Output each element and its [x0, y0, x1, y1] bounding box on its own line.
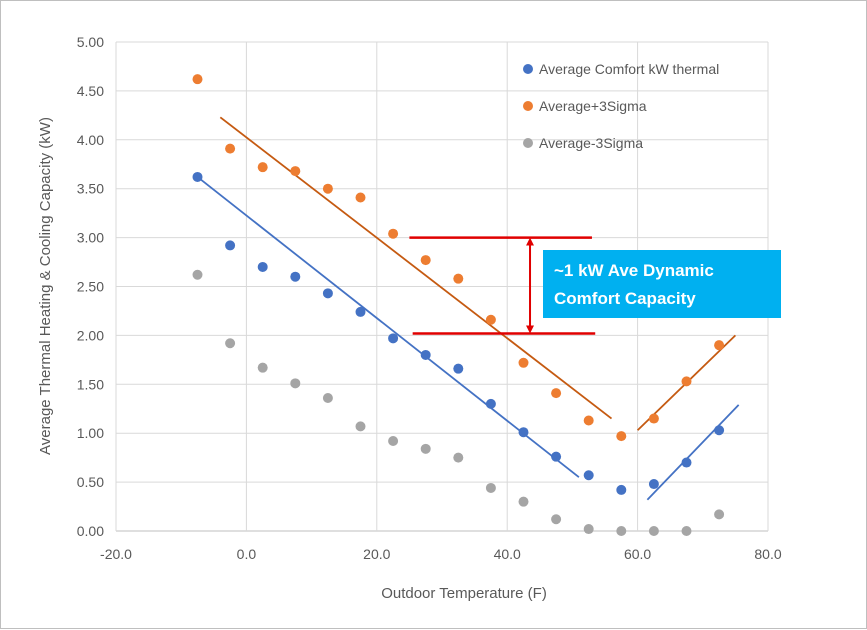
data-point-series-3 [648, 526, 659, 536]
data-point-series-1 [225, 240, 236, 251]
data-point-series-3 [420, 443, 431, 454]
data-point-series-1 [290, 271, 301, 282]
data-point-series-3 [322, 392, 333, 403]
data-point-series-3 [616, 526, 627, 536]
data-point-series-3 [518, 496, 529, 507]
data-point-series-3 [681, 526, 692, 536]
data-point-series-1 [648, 479, 659, 490]
data-point-series-2 [453, 273, 464, 284]
data-point-series-2 [714, 340, 725, 351]
x-tick-label: 80.0 [754, 546, 781, 562]
annotation-line-2: Comfort Capacity [554, 289, 696, 308]
data-point-series-2 [290, 166, 301, 177]
data-point-series-3 [355, 421, 366, 432]
data-point-series-2 [225, 143, 236, 154]
y-tick-label: 3.00 [77, 230, 104, 246]
data-point-series-3 [290, 378, 301, 389]
annotation-lines [409, 236, 596, 335]
data-point-series-1 [485, 398, 496, 409]
data-point-series-2 [420, 255, 431, 266]
legend-label: Average-3Sigma [539, 135, 643, 151]
legend-label: Average Comfort kW thermal [539, 61, 719, 77]
y-tick-label: 4.50 [77, 83, 104, 99]
y-tick-label: 0.50 [77, 474, 104, 490]
data-point-series-3 [225, 338, 236, 349]
trendline [196, 176, 580, 478]
data-point-series-2 [355, 192, 366, 203]
trendline [219, 116, 613, 420]
data-point-series-2 [322, 183, 333, 194]
y-tick-label: 2.00 [77, 327, 104, 343]
y-axis-title: Average Thermal Heating & Cooling Capaci… [37, 117, 54, 455]
y-tick-label: 2.50 [77, 279, 104, 295]
y-tick-label: 1.00 [77, 425, 104, 441]
data-point-series-3 [583, 524, 594, 535]
y-tick-label: 5.00 [77, 34, 104, 50]
data-point-series-1 [583, 470, 594, 481]
trendline [646, 404, 740, 501]
x-tick-label: 40.0 [494, 546, 521, 562]
data-point-series-1 [192, 171, 203, 182]
x-axis-title: Outdoor Temperature (F) [381, 585, 547, 602]
x-tick-label: 20.0 [363, 546, 390, 562]
y-tick-labels: 0.00 0.50 1.00 1.50 2.00 2.50 3.00 3.50 4.00 4.50… [77, 34, 104, 539]
data-point-series-3 [551, 514, 562, 525]
y-tick-label: 0.00 [77, 523, 104, 539]
data-point-series-2 [485, 314, 496, 325]
data-point-series-3 [257, 362, 268, 373]
data-point-series-2 [551, 388, 562, 399]
annotation-box [543, 250, 781, 318]
data-point-series-3 [714, 509, 725, 520]
data-point-series-2 [192, 74, 203, 85]
legend-marker [523, 101, 533, 111]
annotation-line-1: ~1 kW Ave Dynamic [554, 261, 714, 280]
data-point-series-2 [257, 162, 268, 173]
data-point-series-1 [616, 484, 627, 495]
data-point-series-3 [485, 482, 496, 493]
data-point-series-1 [257, 261, 268, 272]
data-point-series-2 [583, 415, 594, 426]
data-point-series-1 [518, 427, 529, 438]
data-point-series-2 [518, 357, 529, 368]
x-tick-label: 0.0 [237, 546, 257, 562]
data-point-series-2 [681, 376, 692, 387]
data-point-series-2 [648, 413, 659, 424]
data-point-series-3 [192, 269, 203, 280]
data-point-series-3 [453, 452, 464, 463]
data-point-series-1 [355, 306, 366, 317]
legend-marker [523, 64, 533, 74]
y-tick-label: 1.50 [77, 376, 104, 392]
data-point-series-1 [453, 363, 464, 374]
data-point-series-1 [681, 457, 692, 468]
data-point-series-1 [388, 333, 399, 344]
y-tick-label: 3.50 [77, 181, 104, 197]
data-point-series-2 [388, 228, 399, 239]
y-tick-label: 4.00 [77, 132, 104, 148]
data-point-series-1 [420, 349, 431, 360]
data-point-series-1 [714, 425, 725, 436]
gridlines [115, 41, 769, 532]
x-tick-label: -20.0 [100, 546, 132, 562]
legend-label: Average+3Sigma [539, 98, 647, 114]
data-point-series-1 [551, 451, 562, 462]
x-tick-label: 60.0 [624, 546, 651, 562]
data-point-series-1 [322, 288, 333, 299]
x-tick-labels: -20.0 0.0 20.0 40.0 60.0 80.0 [100, 546, 782, 562]
data-points [192, 74, 725, 536]
data-point-series-3 [388, 436, 399, 447]
annotation-callout: ~1 kW Ave Dynamic Comfort Capacity [543, 250, 781, 318]
legend: Average Comfort kW thermal Average+3Sigma… [523, 61, 719, 151]
legend-marker [523, 138, 533, 148]
data-point-series-2 [616, 431, 627, 442]
